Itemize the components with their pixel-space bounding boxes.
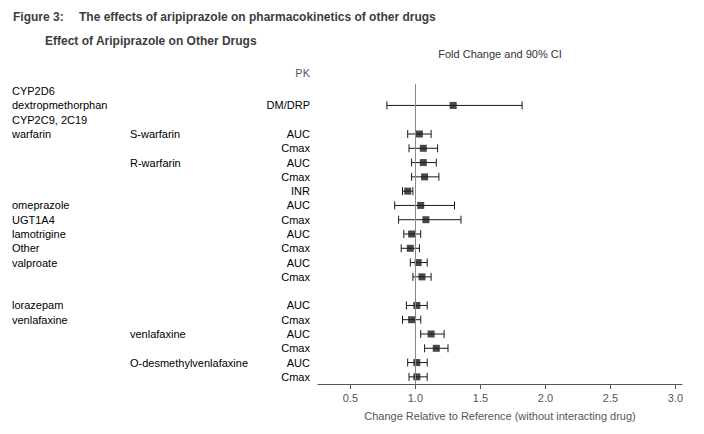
svg-text:Cmax: Cmax <box>281 371 310 383</box>
svg-text:AUC: AUC <box>287 257 310 269</box>
svg-text:0.5: 0.5 <box>343 392 358 404</box>
svg-text:venlafaxine: venlafaxine <box>12 314 68 326</box>
svg-text:R-warfarin: R-warfarin <box>130 157 181 169</box>
svg-text:CYP2D6: CYP2D6 <box>12 85 55 97</box>
svg-text:Other: Other <box>12 242 40 254</box>
svg-text:warfarin: warfarin <box>11 128 51 140</box>
svg-text:Cmax: Cmax <box>281 171 310 183</box>
svg-text:AUC: AUC <box>287 228 310 240</box>
svg-text:venlafaxine: venlafaxine <box>130 328 186 340</box>
svg-text:S-warfarin: S-warfarin <box>130 128 180 140</box>
svg-text:AUC: AUC <box>287 357 310 369</box>
svg-text:INR: INR <box>291 185 310 197</box>
svg-text:1.5: 1.5 <box>473 392 488 404</box>
svg-text:AUC: AUC <box>287 328 310 340</box>
svg-text:Figure 3:: Figure 3: <box>13 10 64 24</box>
svg-text:O-desmethylvenlafaxine: O-desmethylvenlafaxine <box>130 357 248 369</box>
svg-text:Cmax: Cmax <box>281 314 310 326</box>
svg-text:AUC: AUC <box>287 128 310 140</box>
svg-text:UGT1A4: UGT1A4 <box>12 214 55 226</box>
svg-text:omeprazole: omeprazole <box>12 199 69 211</box>
svg-text:Cmax: Cmax <box>281 142 310 154</box>
svg-text:1.0: 1.0 <box>408 392 423 404</box>
svg-text:PK: PK <box>295 67 310 79</box>
svg-text:valproate: valproate <box>12 257 57 269</box>
svg-text:AUC: AUC <box>287 199 310 211</box>
svg-text:DM/DRP: DM/DRP <box>267 99 310 111</box>
svg-text:Cmax: Cmax <box>281 214 310 226</box>
svg-text:lorazepam: lorazepam <box>12 299 63 311</box>
svg-text:Fold Change and 90% CI: Fold Change and 90% CI <box>438 48 562 60</box>
svg-text:Cmax: Cmax <box>281 271 310 283</box>
svg-text:Cmax: Cmax <box>281 342 310 354</box>
svg-text:AUC: AUC <box>287 157 310 169</box>
svg-text:lamotrigine: lamotrigine <box>12 228 66 240</box>
svg-text:Effect of Aripiprazole on Othe: Effect of Aripiprazole on Other Drugs <box>45 34 257 48</box>
svg-text:The effects of aripiprazole on: The effects of aripiprazole on pharmacok… <box>79 10 436 24</box>
svg-text:3.0: 3.0 <box>668 392 683 404</box>
svg-text:CYP2C9, 2C19: CYP2C9, 2C19 <box>12 114 87 126</box>
svg-text:2.0: 2.0 <box>538 392 553 404</box>
svg-text:dextropmethorphan: dextropmethorphan <box>12 99 107 111</box>
svg-text:2.5: 2.5 <box>603 392 618 404</box>
svg-text:AUC: AUC <box>287 299 310 311</box>
svg-text:Cmax: Cmax <box>281 242 310 254</box>
svg-text:Change Relative to Reference (: Change Relative to Reference (without in… <box>364 410 635 422</box>
